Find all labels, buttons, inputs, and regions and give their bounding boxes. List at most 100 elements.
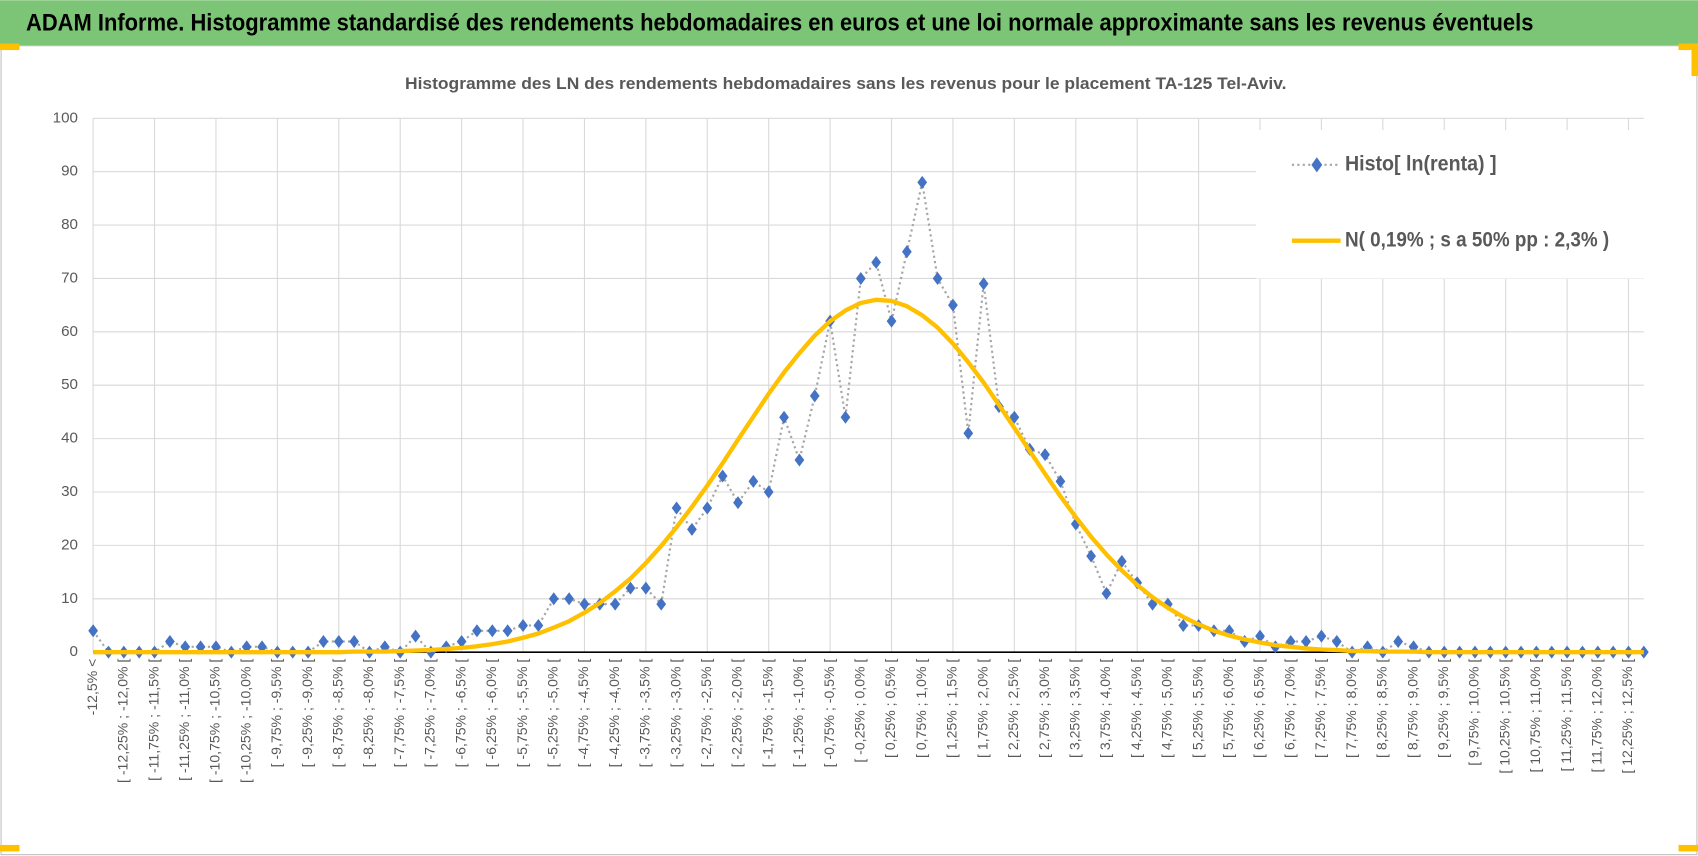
x-tick-label: [ 3,25% ; 3,5% [ [1066, 659, 1082, 758]
corner-mark [1691, 43, 1698, 77]
y-tick-label: 60 [61, 323, 78, 340]
x-tick-label: [ 8,75% ; 9,0% [ [1404, 659, 1420, 758]
data-point [349, 634, 360, 648]
x-tick-label: [ 4,25% ; 4,5% [ [1128, 659, 1144, 758]
x-tick-label: [ 8,25% ; 8,5% [ [1374, 659, 1390, 758]
y-tick-label: 80 [61, 216, 78, 233]
data-point [410, 629, 421, 643]
x-tick-label: [ -3,25% ; -3,0% [ [667, 659, 683, 768]
corner-mark [1678, 844, 1698, 852]
data-point [779, 410, 789, 424]
x-tick-label: [ -10,75% ; -10,5% [ [207, 659, 223, 783]
x-tick-label: [ -9,75% ; -9,5% [ [268, 659, 284, 768]
x-tick-label: [ 11,75% ; 12,0% [ [1589, 659, 1605, 773]
data-point [1331, 634, 1342, 648]
x-tick-label: [ 6,75% ; 7,0% [ [1281, 659, 1297, 758]
corner-mark [1678, 43, 1698, 51]
x-tick-label: [ 2,75% ; 3,0% [ [1036, 659, 1052, 758]
x-tick-label: [ -5,25% ; -5,0% [ [544, 659, 560, 768]
y-tick-label: 90 [61, 163, 78, 180]
data-point [165, 634, 175, 648]
data-point [1316, 629, 1327, 643]
x-tick-label: [ -6,75% ; -6,5% [ [452, 659, 468, 768]
data-point [579, 597, 590, 611]
data-point [917, 175, 928, 189]
data-point [656, 597, 667, 611]
y-tick-label: 40 [61, 430, 78, 447]
x-tick-label: [ -12,25% ; -12,0% [ [115, 659, 131, 783]
data-point [886, 314, 897, 328]
data-point [948, 298, 958, 312]
data-point [518, 618, 528, 632]
data-point [702, 501, 713, 515]
corner-mark [0, 43, 20, 51]
data-point [1255, 629, 1265, 643]
corner-mark [0, 844, 20, 852]
y-tick-label: 10 [61, 590, 78, 607]
x-tick-label: [ 6,25% ; 6,5% [ [1251, 659, 1267, 758]
data-point [610, 597, 621, 611]
x-tick-label: [ -6,25% ; -6,0% [ [483, 659, 499, 768]
x-tick-label: [ -5,75% ; -5,5% [ [514, 659, 530, 768]
y-tick-label: 30 [61, 483, 78, 500]
data-point [1178, 618, 1189, 632]
data-point [733, 496, 743, 510]
data-point [472, 624, 482, 638]
x-tick-label: [ -3,75% ; -3,5% [ [637, 659, 653, 768]
x-tick-label: [ 12,25% ; 12,5% [ [1619, 659, 1635, 774]
x-tick-label: [ 1,75% ; 2,0% [ [974, 659, 990, 758]
data-point [625, 581, 636, 595]
frame [0, 45, 1698, 856]
x-tick-label: [ -2,25% ; -2,0% [ [729, 659, 745, 768]
x-tick-label: [ 7,75% ; 8,0% [ [1343, 659, 1359, 758]
x-tick-label: [ -1,25% ; -1,0% [ [790, 659, 806, 768]
legend-box [1256, 130, 1652, 279]
title-banner [0, 0, 1698, 46]
data-point [809, 389, 820, 403]
data-point [1055, 474, 1066, 488]
legend-label: Histo[ ln(renta) ] [1345, 151, 1497, 176]
x-tick-label: [ -0,75% ; -0,5% [ [821, 659, 837, 768]
x-tick-label: [ -8,25% ; -8,0% [ [360, 659, 376, 768]
data-point [548, 592, 559, 606]
x-tick-label: [ -11,25% ; -11,0% [ [176, 659, 192, 781]
x-tick-label: [ 4,75% ; 5,0% [ [1159, 659, 1175, 758]
data-point [963, 426, 974, 440]
x-tick-label: [ 9,75% ; 10,0% [ [1466, 659, 1482, 766]
data-point [748, 474, 759, 488]
x-tick-label: [ -2,75% ; -2,5% [ [698, 659, 714, 768]
data-point [671, 501, 682, 515]
data-point [487, 624, 498, 638]
data-point [763, 485, 774, 499]
y-tick-label: 70 [61, 269, 78, 286]
x-tick-label: [ 7,25% ; 7,5% [ [1312, 659, 1328, 758]
x-tick-label: [ 1,25% ; 1,5% [ [944, 659, 960, 758]
data-point [564, 592, 574, 606]
data-point [932, 271, 943, 285]
x-tick-label: [ 3,75% ; 4,0% [ [1097, 659, 1113, 758]
x-tick-label: -12,5% < [84, 659, 100, 716]
x-tick-label: [ 10,75% ; 11,0% [ [1527, 659, 1543, 773]
data-point [640, 581, 651, 595]
data-point [1393, 634, 1404, 648]
y-tick-label: 100 [53, 109, 78, 126]
data-point [318, 634, 329, 648]
x-tick-label: [ -7,75% ; -7,5% [ [391, 659, 407, 768]
chart-title: ADAM Informe. Histogramme standardisé de… [26, 9, 1533, 36]
data-point [333, 634, 344, 648]
x-tick-label: [ -4,25% ; -4,0% [ [606, 659, 622, 768]
data-point [1101, 586, 1112, 600]
x-tick-label: [ 0,25% ; 0,5% [ [882, 659, 898, 758]
x-tick-label: [ -9,25% ; -9,0% [ [299, 659, 315, 768]
data-point [1116, 554, 1127, 568]
data-point [840, 410, 851, 424]
data-point [1301, 634, 1311, 648]
x-tick-label: [ -4,75% ; -4,5% [ [575, 659, 591, 768]
x-tick-label: [ -7,25% ; -7,0% [ [422, 659, 438, 768]
x-tick-label: [ -8,75% ; -8,5% [ [330, 659, 346, 768]
data-point [456, 634, 467, 648]
data-point [794, 453, 805, 467]
x-tick-label: [ 5,25% ; 5,5% [ [1189, 659, 1205, 758]
